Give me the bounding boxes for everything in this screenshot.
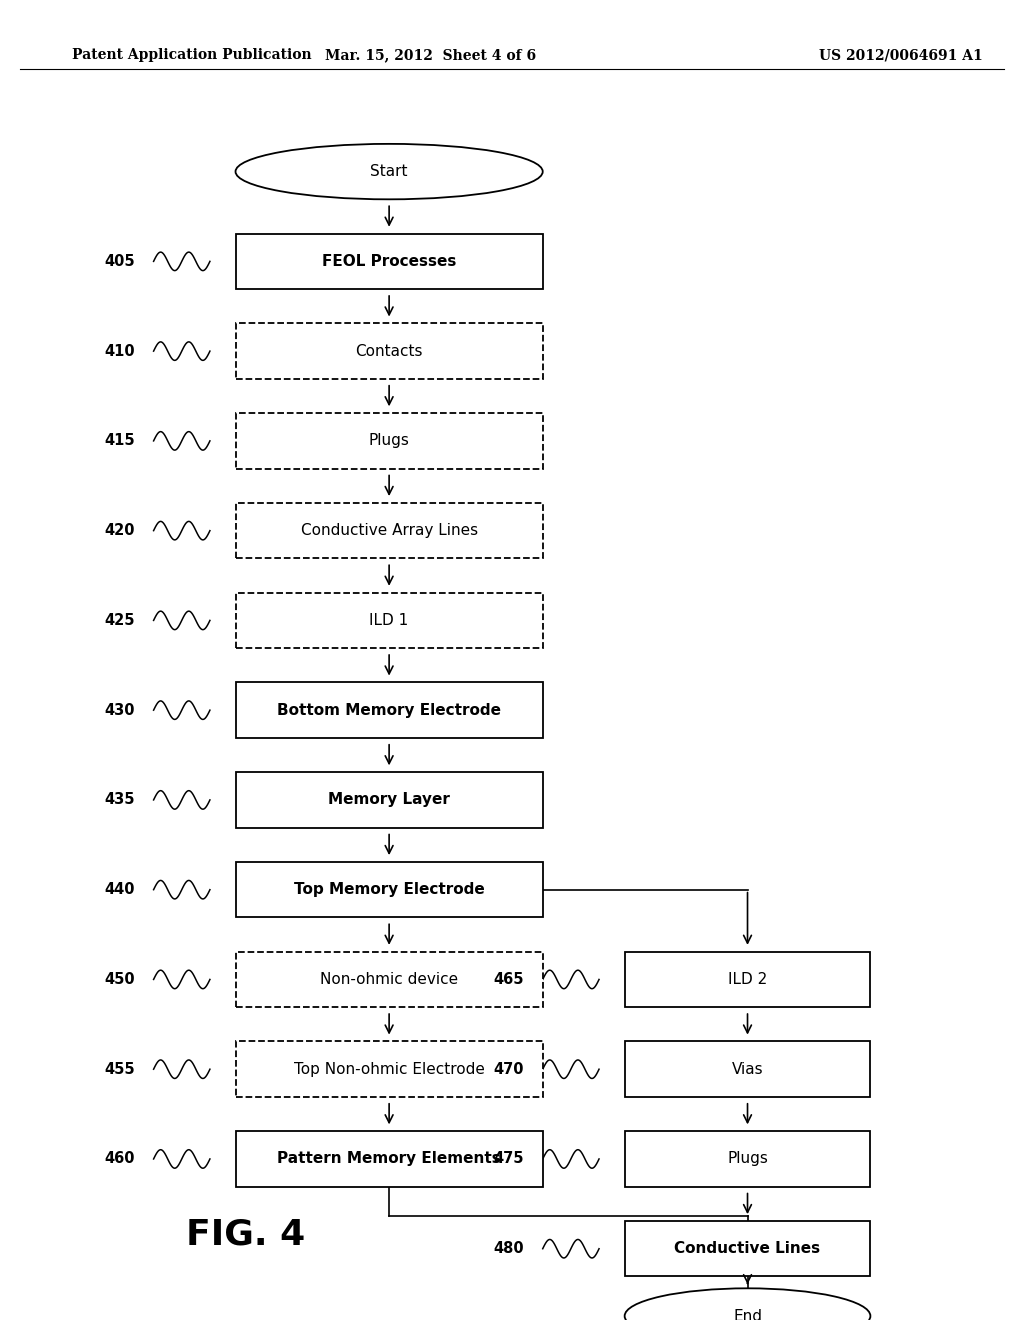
Text: US 2012/0064691 A1: US 2012/0064691 A1 — [819, 49, 983, 62]
Text: Memory Layer: Memory Layer — [328, 792, 451, 808]
Text: ILD 2: ILD 2 — [728, 972, 767, 987]
Bar — [236, 593, 543, 648]
Bar — [625, 1131, 870, 1187]
Text: 435: 435 — [104, 792, 135, 808]
Text: FIG. 4: FIG. 4 — [186, 1217, 305, 1251]
Bar — [236, 323, 543, 379]
Text: 455: 455 — [104, 1061, 135, 1077]
Bar — [236, 952, 543, 1007]
Text: 405: 405 — [104, 253, 135, 269]
Text: 410: 410 — [104, 343, 135, 359]
Text: Plugs: Plugs — [727, 1151, 768, 1167]
Text: 420: 420 — [104, 523, 135, 539]
Text: 425: 425 — [104, 612, 135, 628]
Bar — [625, 1041, 870, 1097]
Text: Top Memory Electrode: Top Memory Electrode — [294, 882, 484, 898]
Text: Plugs: Plugs — [369, 433, 410, 449]
Ellipse shape — [236, 144, 543, 199]
Text: Top Non-ohmic Electrode: Top Non-ohmic Electrode — [294, 1061, 484, 1077]
Text: Start: Start — [371, 164, 408, 180]
Text: 460: 460 — [104, 1151, 135, 1167]
Text: 450: 450 — [104, 972, 135, 987]
Text: Bottom Memory Electrode: Bottom Memory Electrode — [278, 702, 501, 718]
Text: 440: 440 — [104, 882, 135, 898]
Bar — [236, 413, 543, 469]
Bar — [625, 1221, 870, 1276]
Text: 415: 415 — [104, 433, 135, 449]
Ellipse shape — [625, 1288, 870, 1320]
Text: Non-ohmic device: Non-ohmic device — [321, 972, 458, 987]
Text: Contacts: Contacts — [355, 343, 423, 359]
Text: 465: 465 — [494, 972, 524, 987]
Text: Mar. 15, 2012  Sheet 4 of 6: Mar. 15, 2012 Sheet 4 of 6 — [325, 49, 536, 62]
Bar — [236, 772, 543, 828]
Bar — [236, 503, 543, 558]
Text: Conductive Array Lines: Conductive Array Lines — [301, 523, 477, 539]
Text: 475: 475 — [494, 1151, 524, 1167]
Text: FEOL Processes: FEOL Processes — [322, 253, 457, 269]
Bar — [236, 234, 543, 289]
Text: 430: 430 — [104, 702, 135, 718]
Text: Pattern Memory Elements: Pattern Memory Elements — [278, 1151, 501, 1167]
Text: End: End — [733, 1308, 762, 1320]
Text: Vias: Vias — [732, 1061, 763, 1077]
Text: Conductive Lines: Conductive Lines — [675, 1241, 820, 1257]
Bar — [236, 1041, 543, 1097]
Text: 480: 480 — [494, 1241, 524, 1257]
Bar — [236, 682, 543, 738]
Bar — [625, 952, 870, 1007]
Text: Patent Application Publication: Patent Application Publication — [72, 49, 311, 62]
Bar — [236, 1131, 543, 1187]
Text: ILD 1: ILD 1 — [370, 612, 409, 628]
Bar — [236, 862, 543, 917]
Text: 470: 470 — [494, 1061, 524, 1077]
